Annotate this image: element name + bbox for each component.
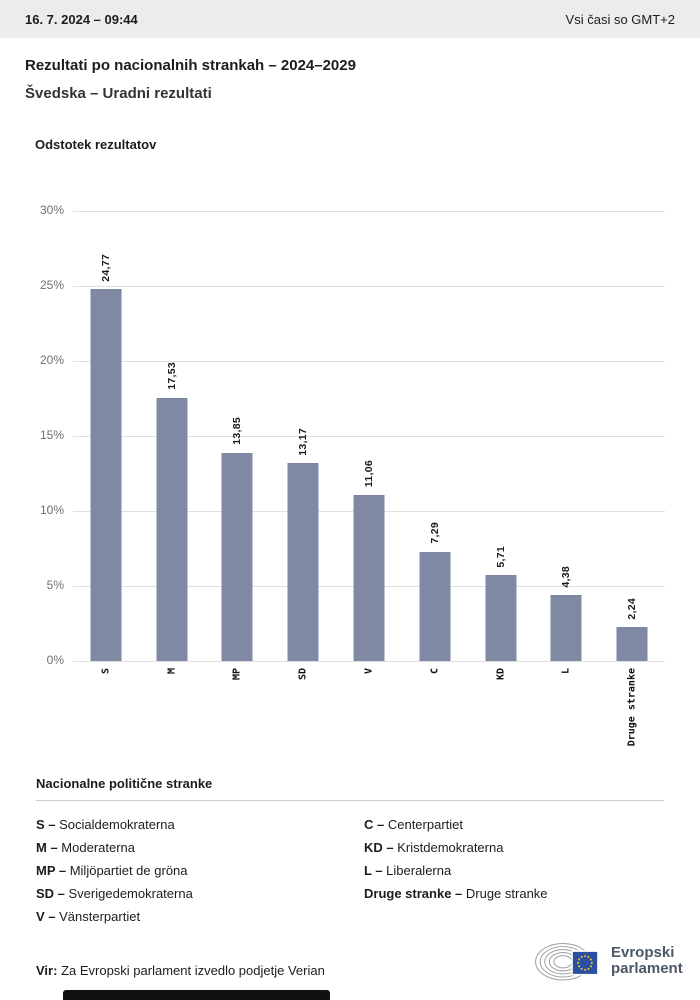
legend-title: Nacionalne politične stranke	[36, 776, 213, 791]
legend-item: Druge stranke – Druge stranke	[364, 886, 548, 901]
bar-MP	[221, 453, 253, 661]
header-bar: 16. 7. 2024 – 09:44 Vsi časi so GMT+2	[0, 0, 700, 38]
legend-item: C – Centerpartiet	[364, 817, 463, 832]
gridline	[73, 361, 665, 362]
y-tick-label: 30%	[39, 203, 64, 217]
bar-cell: 5,71	[468, 211, 534, 661]
bar-C	[419, 551, 451, 661]
gridline	[73, 436, 665, 437]
bar-value-label: 5,71	[494, 545, 507, 568]
bar-V	[353, 495, 385, 661]
bar-KD	[485, 575, 517, 661]
x-cell: L	[533, 661, 599, 781]
bar-M	[156, 398, 188, 661]
european-parliament-logo[interactable]: Evropski parlament	[528, 935, 683, 987]
legend-item: M – Moderaterna	[36, 840, 136, 855]
x-cell: Druge stranke	[599, 661, 665, 781]
legend-item: SD – Sverigedemokraterna	[36, 886, 193, 901]
x-axis-label: C	[429, 668, 441, 675]
parliament-hemicycle-icon	[535, 943, 599, 981]
bar-cell: 4,38	[533, 211, 599, 661]
bar-value-label: 7,29	[428, 522, 441, 544]
x-cell: V	[336, 661, 402, 781]
bar-value-label: 13,17	[297, 427, 310, 456]
x-axis-label: Druge stranke	[626, 668, 638, 747]
logo-wordmark: Evropski parlament	[611, 945, 683, 977]
bar-value-label: 11,06	[363, 459, 376, 488]
legend-column-left: S – Socialdemokraterna M – Moderaterna MP …	[36, 818, 336, 933]
chart-bars: 24,77 17,53 13,85 13,17 11,06 7,29 5,71 4,38 2,2…	[73, 211, 665, 661]
y-tick-label: 0%	[46, 653, 64, 667]
bar-cell: 11,06	[336, 211, 402, 661]
gridline	[73, 286, 665, 287]
gridline	[73, 211, 665, 212]
bar-chart: 30% 25% 20% 15% 10% 5% 0% 24,77 17,53 13,85 13,17…	[40, 203, 665, 746]
x-axis-label: KD	[495, 668, 507, 681]
x-axis-label: M	[166, 668, 178, 675]
page-title: Rezultati po nacionalnih strankah – 2024…	[25, 57, 356, 74]
header-datetime: 16. 7. 2024 – 09:44	[25, 11, 138, 27]
header-timezone-note: Vsi časi so GMT+2	[565, 11, 675, 27]
legend-column-right: C – Centerpartiet KD – Kristdemokraterna L…	[364, 818, 664, 910]
bar-cell: 13,85	[205, 211, 271, 661]
y-tick-label: 5%	[46, 578, 64, 592]
x-axis-label: V	[363, 668, 375, 675]
bar-value-label: 24,77	[99, 253, 112, 282]
logo-line1: Evropski	[611, 944, 675, 961]
x-axis-label: L	[560, 668, 572, 675]
legend-item: V – Vänsterpartiet	[36, 909, 141, 924]
bar-L	[550, 595, 582, 661]
eu-flag-stars	[577, 955, 593, 971]
bar-value-label: 13,85	[231, 417, 244, 446]
bar-SD	[287, 463, 319, 661]
bar-value-label: 2,24	[626, 597, 639, 620]
eu-flag-icon	[571, 950, 599, 976]
page-subtitle: Švedska – Uradni rezultati	[25, 85, 212, 102]
gridline	[73, 661, 665, 662]
y-tick-label: 25%	[39, 278, 64, 292]
legend-item: L – Liberalerna	[364, 863, 452, 878]
chart-title: Odstotek rezultatov	[35, 137, 157, 152]
y-tick-label: 20%	[39, 353, 64, 367]
bar-cell: 2,24	[599, 211, 665, 661]
x-axis-label: MP	[231, 668, 243, 681]
bar-cell: 24,77	[73, 211, 139, 661]
bar-value-label: 17,53	[165, 362, 178, 391]
bar-cell: 7,29	[402, 211, 468, 661]
y-tick-label: 10%	[39, 503, 64, 517]
legend-item: KD – Kristdemokraterna	[364, 840, 504, 855]
x-cell: MP	[205, 661, 271, 781]
source-label: Vir:	[36, 963, 58, 978]
bar-cell: 17,53	[139, 211, 205, 661]
logo-line2: parlament	[611, 960, 683, 977]
x-axis-label: S	[100, 668, 112, 675]
legend-item: MP – Miljöpartiet de gröna	[36, 863, 188, 878]
legend-divider	[36, 800, 664, 801]
x-cell: SD	[270, 661, 336, 781]
x-cell: M	[139, 661, 205, 781]
x-axis-label: SD	[297, 668, 309, 681]
x-cell: S	[73, 661, 139, 781]
bar-S	[90, 289, 122, 661]
bar-value-label: 4,38	[560, 565, 573, 588]
cutoff-bottom-button[interactable]	[63, 990, 330, 1000]
legend-item: S – Socialdemokraterna	[36, 817, 175, 832]
x-cell: KD	[468, 661, 534, 781]
x-axis-labels: S M MP SD V C KD L Druge stranke	[73, 661, 665, 781]
bar-Druge stranke	[616, 627, 648, 661]
x-cell: C	[402, 661, 468, 781]
source-note: Vir: Za Evropski parlament izvedlo podje…	[36, 963, 325, 978]
bar-cell: 13,17	[270, 211, 336, 661]
y-tick-label: 15%	[39, 428, 64, 442]
source-text: Za Evropski parlament izvedlo podjetje V…	[61, 963, 325, 978]
